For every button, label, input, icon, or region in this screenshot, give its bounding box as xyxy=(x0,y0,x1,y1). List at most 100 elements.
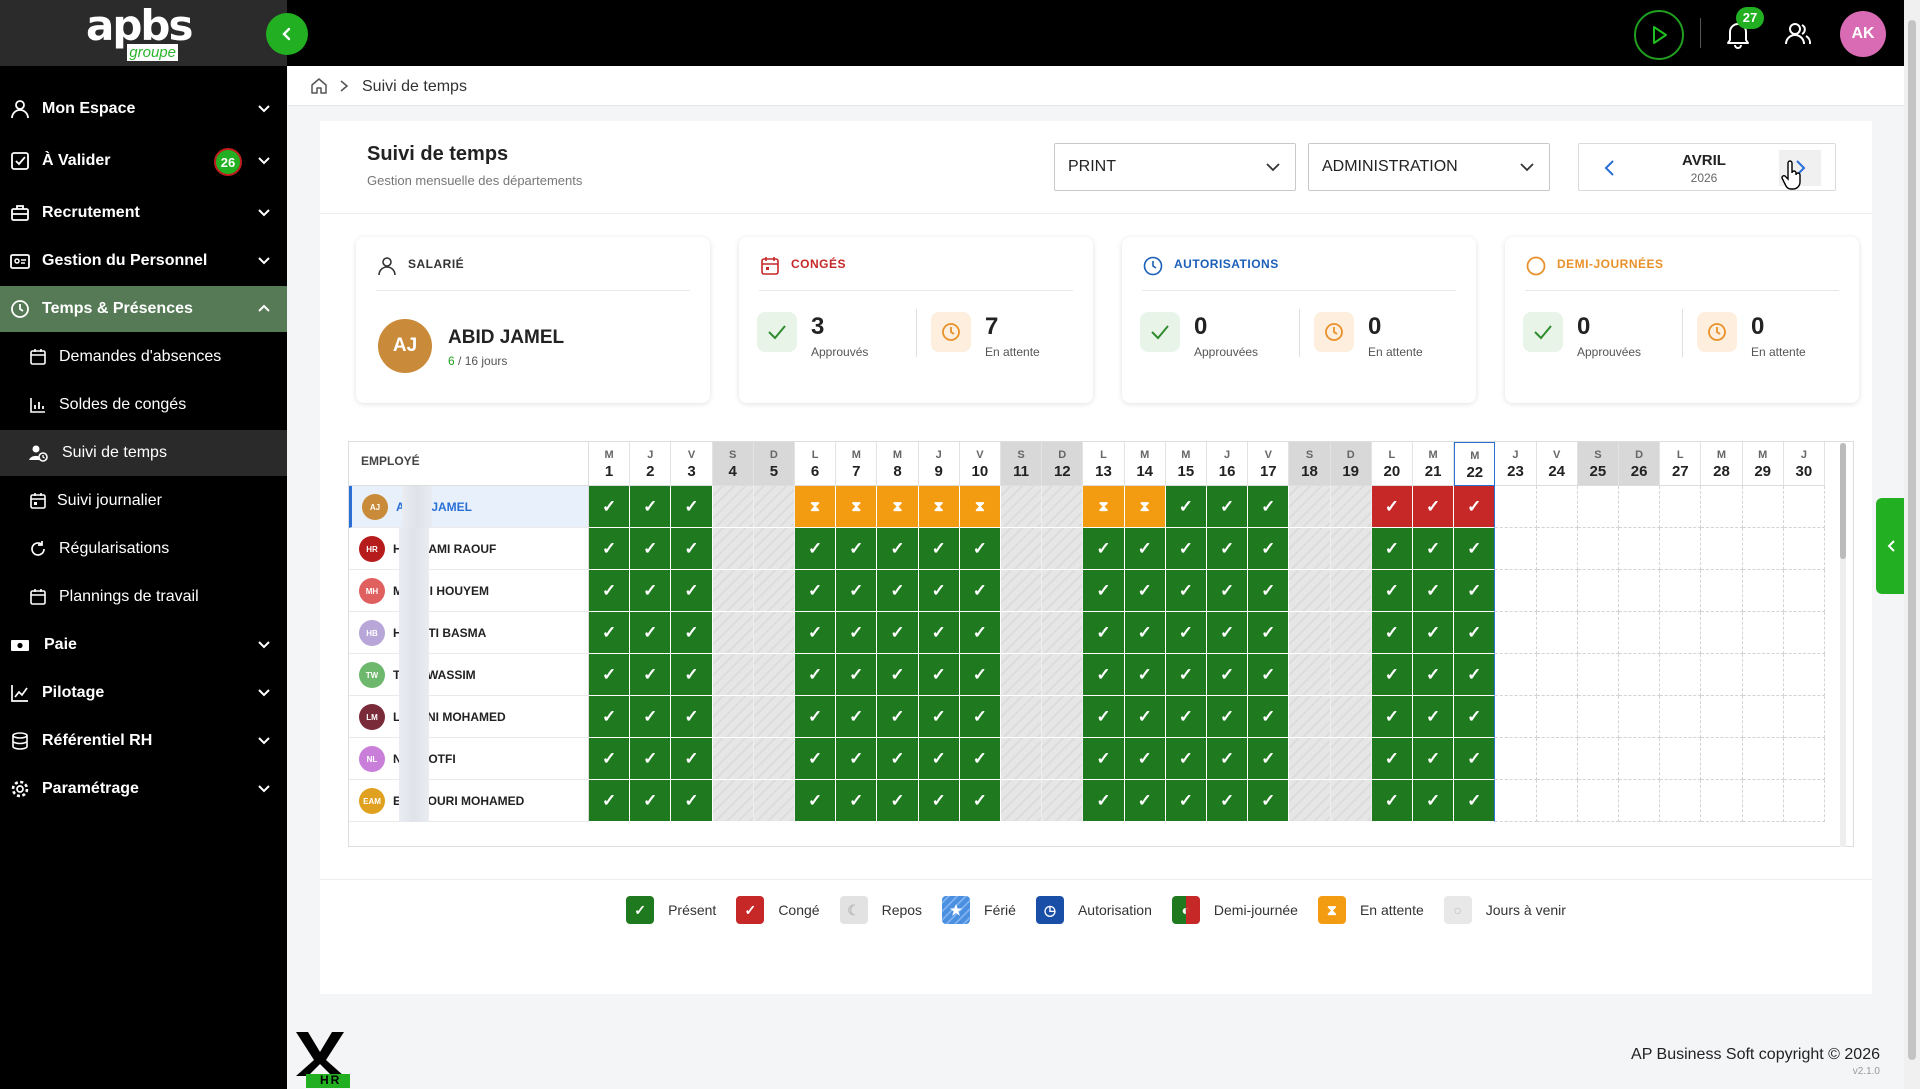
day-cell[interactable]: ✓ xyxy=(671,738,713,780)
play-button[interactable] xyxy=(1634,10,1684,60)
day-cell[interactable] xyxy=(1330,570,1372,612)
day-cell[interactable]: ✓ xyxy=(671,696,713,738)
day-cell[interactable]: ✓ xyxy=(1371,486,1413,528)
day-cell[interactable]: ✓ xyxy=(1371,780,1413,822)
employee-row[interactable]: TW T WASSIM ✓ ✓ ✓ ✓ ✓ ✓ ✓ ✓ ✓ ✓ ✓ ✓ ✓ ✓ ✓ ✓ xyxy=(349,654,1853,696)
day-cell[interactable] xyxy=(1619,612,1661,654)
day-cell[interactable]: ✓ xyxy=(918,528,960,570)
sidebar-item-mon-espace[interactable]: Mon Espace xyxy=(0,86,287,132)
day-cell[interactable]: ✓ xyxy=(836,528,878,570)
day-cell[interactable]: ✓ xyxy=(589,780,631,822)
day-cell[interactable]: ✓ xyxy=(1248,486,1290,528)
day-cell[interactable] xyxy=(1289,654,1331,696)
day-cell[interactable] xyxy=(1701,528,1743,570)
day-cell[interactable]: ✓ xyxy=(1454,612,1496,654)
day-cell[interactable]: ✓ xyxy=(1165,696,1207,738)
day-cell[interactable]: ✓ xyxy=(1371,654,1413,696)
day-cell[interactable] xyxy=(1783,570,1825,612)
day-cell[interactable] xyxy=(1042,780,1084,822)
sidebar-item-paie[interactable]: Paie xyxy=(0,622,287,668)
page-scrollbar[interactable] xyxy=(1904,0,1920,1089)
day-cell[interactable]: ✓ xyxy=(1413,612,1455,654)
day-cell[interactable]: ✓ xyxy=(630,780,672,822)
day-cell[interactable] xyxy=(1495,780,1537,822)
day-cell[interactable] xyxy=(753,486,795,528)
day-cell[interactable] xyxy=(1330,612,1372,654)
day-cell[interactable]: ✓ xyxy=(877,696,919,738)
day-cell[interactable]: ✓ xyxy=(1165,654,1207,696)
day-cell[interactable] xyxy=(1289,738,1331,780)
day-cell[interactable] xyxy=(1495,612,1537,654)
day-cell[interactable] xyxy=(1660,570,1702,612)
day-cell[interactable]: ✓ xyxy=(1371,738,1413,780)
day-cell[interactable]: ⧗ xyxy=(795,486,837,528)
grid-scrollbar-thumb[interactable] xyxy=(1840,443,1846,559)
sidebar-item-recrutement[interactable]: Recrutement xyxy=(0,190,287,236)
day-cell[interactable]: ✓ xyxy=(877,780,919,822)
day-cell[interactable] xyxy=(1495,654,1537,696)
day-cell[interactable]: ✓ xyxy=(836,612,878,654)
day-cell[interactable] xyxy=(753,654,795,696)
day-cell[interactable] xyxy=(1001,780,1043,822)
day-cell[interactable]: ✓ xyxy=(1124,570,1166,612)
day-cell[interactable] xyxy=(753,780,795,822)
employee-cell[interactable]: EAM E OURI MOHAMED xyxy=(349,780,589,822)
day-cell[interactable]: ✓ xyxy=(1413,654,1455,696)
day-cell[interactable] xyxy=(1536,738,1578,780)
employee-row[interactable]: MH M I HOUYEM ✓ ✓ ✓ ✓ ✓ ✓ ✓ ✓ ✓ ✓ ✓ ✓ ✓ ✓ ✓ ✓ xyxy=(349,570,1853,612)
day-cell[interactable] xyxy=(712,780,754,822)
day-cell[interactable] xyxy=(1783,654,1825,696)
day-cell[interactable] xyxy=(1660,654,1702,696)
day-cell[interactable] xyxy=(1330,696,1372,738)
day-cell[interactable] xyxy=(1330,780,1372,822)
employee-row[interactable]: HB H TI BASMA ✓ ✓ ✓ ✓ ✓ ✓ ✓ ✓ ✓ ✓ ✓ ✓ ✓ ✓ ✓ ✓ xyxy=(349,612,1853,654)
day-cell[interactable] xyxy=(1701,696,1743,738)
day-cell[interactable]: ✓ xyxy=(795,696,837,738)
employee-cell[interactable]: MH M I HOUYEM xyxy=(349,570,589,612)
day-cell[interactable] xyxy=(1701,738,1743,780)
day-cell[interactable]: ✓ xyxy=(795,528,837,570)
day-cell[interactable]: ✓ xyxy=(671,654,713,696)
day-cell[interactable] xyxy=(1701,570,1743,612)
day-cell[interactable]: ✓ xyxy=(1248,528,1290,570)
day-cell[interactable]: ✓ xyxy=(1248,780,1290,822)
day-cell[interactable] xyxy=(1577,654,1619,696)
day-cell[interactable]: ✓ xyxy=(1124,780,1166,822)
day-cell[interactable]: ✓ xyxy=(959,528,1001,570)
day-cell[interactable]: ✓ xyxy=(1454,486,1496,528)
day-cell[interactable]: ✓ xyxy=(1207,780,1249,822)
employee-row[interactable]: AJ A JAMEL ✓ ✓ ✓ ⧗ ⧗ ⧗ ⧗ ⧗ ⧗ ⧗ ✓ ✓ ✓ ✓ ✓ ✓ xyxy=(349,486,1853,528)
sidebar-item-gestion-personnel[interactable]: Gestion du Personnel xyxy=(0,238,287,284)
day-cell[interactable]: ✓ xyxy=(1413,780,1455,822)
day-cell[interactable] xyxy=(1619,486,1661,528)
day-cell[interactable]: ✓ xyxy=(1371,612,1413,654)
day-cell[interactable]: ✓ xyxy=(589,570,631,612)
day-cell[interactable]: ✓ xyxy=(589,528,631,570)
day-cell[interactable] xyxy=(1042,486,1084,528)
day-cell[interactable]: ✓ xyxy=(1248,738,1290,780)
day-cell[interactable] xyxy=(753,696,795,738)
day-cell[interactable] xyxy=(1619,780,1661,822)
day-cell[interactable]: ✓ xyxy=(1371,696,1413,738)
sidebar-sub-demandes-absences[interactable]: Demandes d'absences xyxy=(0,334,287,380)
day-cell[interactable] xyxy=(712,612,754,654)
day-cell[interactable]: ✓ xyxy=(1165,570,1207,612)
day-cell[interactable]: ✓ xyxy=(589,612,631,654)
day-cell[interactable]: ✓ xyxy=(877,528,919,570)
day-cell[interactable]: ✓ xyxy=(795,612,837,654)
day-cell[interactable] xyxy=(1742,612,1784,654)
day-cell[interactable]: ✓ xyxy=(1083,696,1125,738)
day-cell[interactable] xyxy=(1660,696,1702,738)
day-cell[interactable]: ✓ xyxy=(1165,528,1207,570)
day-cell[interactable]: ✓ xyxy=(589,738,631,780)
day-cell[interactable] xyxy=(712,528,754,570)
day-cell[interactable]: ✓ xyxy=(1454,780,1496,822)
day-cell[interactable] xyxy=(1536,780,1578,822)
day-cell[interactable] xyxy=(1660,738,1702,780)
employee-row[interactable]: EAM E OURI MOHAMED ✓ ✓ ✓ ✓ ✓ ✓ ✓ ✓ ✓ ✓ ✓ ✓ ✓ ✓ ✓ ✓ xyxy=(349,780,1853,822)
day-cell[interactable]: ✓ xyxy=(877,612,919,654)
day-cell[interactable]: ⧗ xyxy=(836,486,878,528)
day-cell[interactable]: ✓ xyxy=(671,570,713,612)
day-cell[interactable]: ✓ xyxy=(1207,570,1249,612)
day-cell[interactable] xyxy=(1577,528,1619,570)
